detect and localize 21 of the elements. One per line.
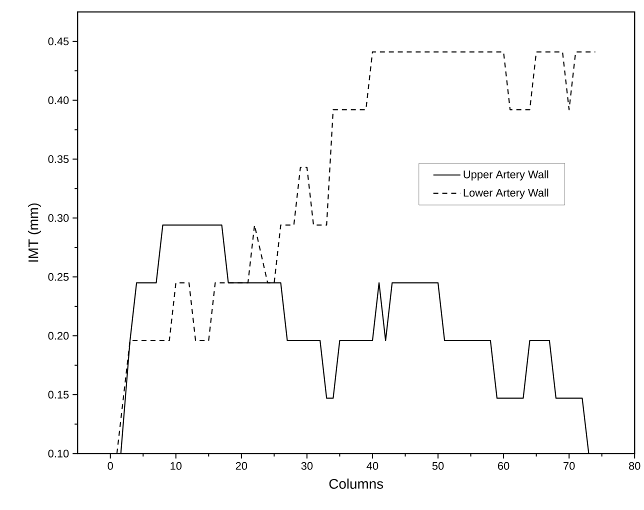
x-tick-label: 30 [301, 462, 313, 470]
y-tick-label: 0.45 [48, 37, 69, 46]
x-tick-label: 10 [170, 462, 182, 470]
x-tick-label: 50 [432, 462, 444, 470]
y-tick-label: 0.30 [48, 214, 69, 222]
x-tick-label: 0 [108, 462, 113, 470]
x-axis-title: Columns [329, 478, 384, 489]
y-tick-label: 0.40 [48, 96, 69, 104]
y-tick-label: 0.35 [48, 155, 69, 163]
y-tick-label: 0.15 [48, 390, 69, 398]
y-tick-label: 0.20 [48, 332, 69, 340]
legend-label: Upper Artery Wall [464, 170, 548, 180]
x-tick-label: 70 [564, 462, 575, 470]
y-tick-label: 0.10 [48, 450, 69, 458]
x-tick-label: 80 [629, 462, 640, 470]
legend-label: Lower Artery Wall [464, 188, 548, 199]
x-tick-label: 40 [366, 462, 378, 470]
x-tick-label: 20 [236, 462, 248, 470]
x-tick-label: 60 [498, 462, 510, 470]
y-tick-label: 0.25 [48, 272, 69, 281]
y-axis-title: IMT (mm) [28, 203, 42, 262]
